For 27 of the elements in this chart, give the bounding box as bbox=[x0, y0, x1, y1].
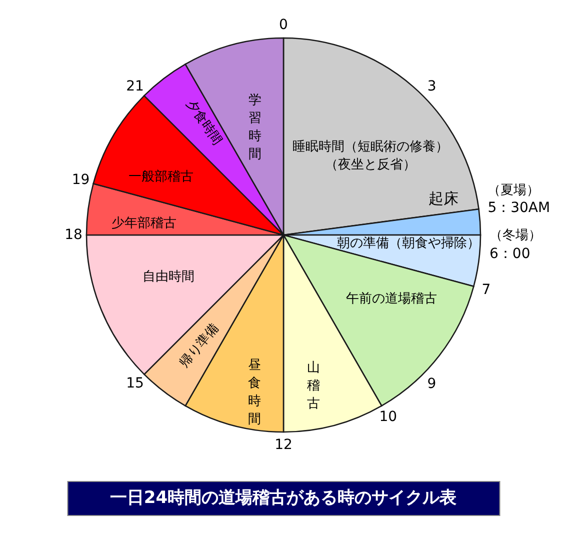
slice-label: 一般部稽古 bbox=[128, 169, 194, 184]
text: 15 bbox=[126, 375, 144, 392]
text: 0 bbox=[279, 17, 288, 33]
text: 21 bbox=[126, 78, 144, 95]
text: 18 bbox=[64, 227, 82, 243]
slice-label: 学習時間 bbox=[248, 93, 262, 162]
text: 7 bbox=[482, 282, 491, 298]
slice-label: 帰り準備 bbox=[176, 320, 222, 370]
text: 5：30AM bbox=[488, 200, 550, 216]
text: （夏場） bbox=[488, 182, 540, 198]
slice-label: 少年部稽古 bbox=[112, 216, 177, 231]
slice-label: 午前の道場稽古 bbox=[346, 291, 437, 306]
text: 10 bbox=[379, 409, 398, 426]
text: 9 bbox=[427, 376, 436, 392]
text: 19 bbox=[72, 172, 90, 188]
slice-label: 昼食時間 bbox=[248, 358, 262, 427]
text: 起床 bbox=[428, 190, 458, 208]
text: 12 bbox=[274, 437, 292, 453]
slice-label: 自由時間 bbox=[142, 269, 195, 284]
text: 一日24時間の道場稽古がある時のサイクル表 bbox=[110, 488, 458, 508]
slice-label: 朝の準備（朝食や掃除） bbox=[337, 236, 480, 252]
slice-label: 睡眠時間（短眠術の修養）（夜坐と反省） bbox=[292, 140, 449, 173]
text: 6：00 bbox=[490, 246, 530, 262]
slice-label: 夕食時間 bbox=[182, 96, 225, 148]
text: 3 bbox=[427, 78, 436, 94]
text: （冬場） bbox=[490, 228, 542, 243]
slice-label: 山稽古 bbox=[306, 360, 320, 412]
